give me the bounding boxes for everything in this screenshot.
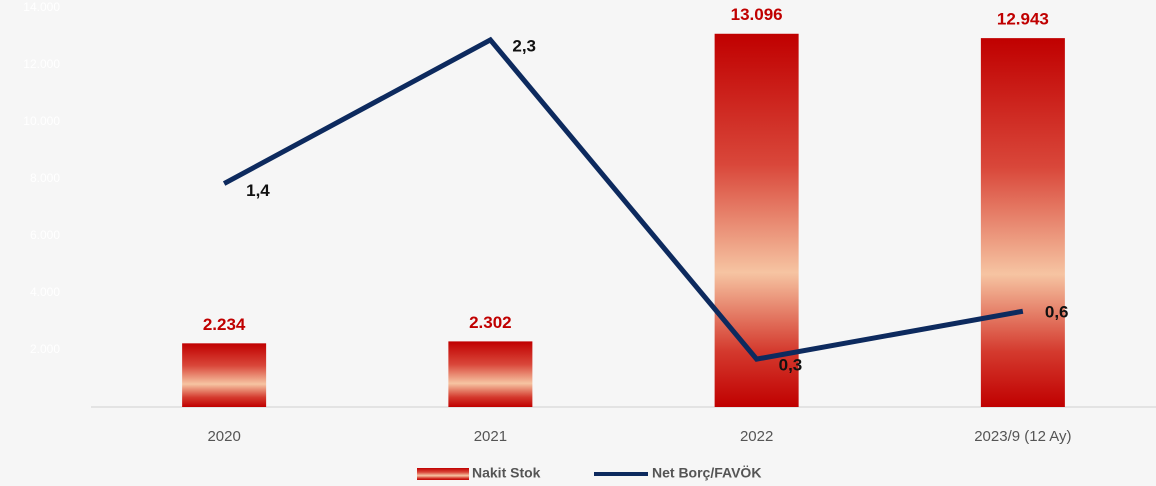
x-tick-label: 2022	[740, 428, 773, 445]
legend-swatch	[417, 468, 469, 480]
x-tick-label: 2023/9 (12 Ay)	[974, 428, 1071, 445]
line-value-label: 0,3	[779, 356, 803, 375]
bar-value-label: 2.234	[203, 315, 246, 334]
bar	[182, 343, 267, 407]
y-tick-label: 12.000	[23, 57, 60, 71]
line-value-label: 1,4	[246, 181, 270, 200]
y-tick-label: 6.000	[30, 228, 60, 242]
bar-value-label: 13.096	[731, 5, 783, 24]
legend-label: Nakit Stok	[472, 465, 541, 481]
x-tick-label: 2020	[207, 428, 240, 445]
bar-value-label: 12.943	[997, 10, 1049, 29]
line	[222, 36, 1024, 362]
line-value-label: 0,6	[1045, 303, 1069, 322]
bar-value-label: 2.302	[469, 313, 512, 332]
y-tick-label: 4.000	[30, 285, 60, 299]
x-tick-label: 2021	[474, 428, 507, 445]
y-tick-label: 14.000	[23, 0, 60, 14]
y-tick-label: 2.000	[30, 342, 60, 356]
line-value-label: 2,3	[512, 36, 536, 55]
bar	[714, 33, 799, 407]
legend-label: Net Borç/FAVÖK	[652, 465, 761, 481]
y-tick-label: 8.000	[30, 171, 60, 185]
y-tick-label: 10.000	[23, 114, 60, 128]
bar	[448, 341, 533, 407]
bar	[980, 38, 1065, 407]
